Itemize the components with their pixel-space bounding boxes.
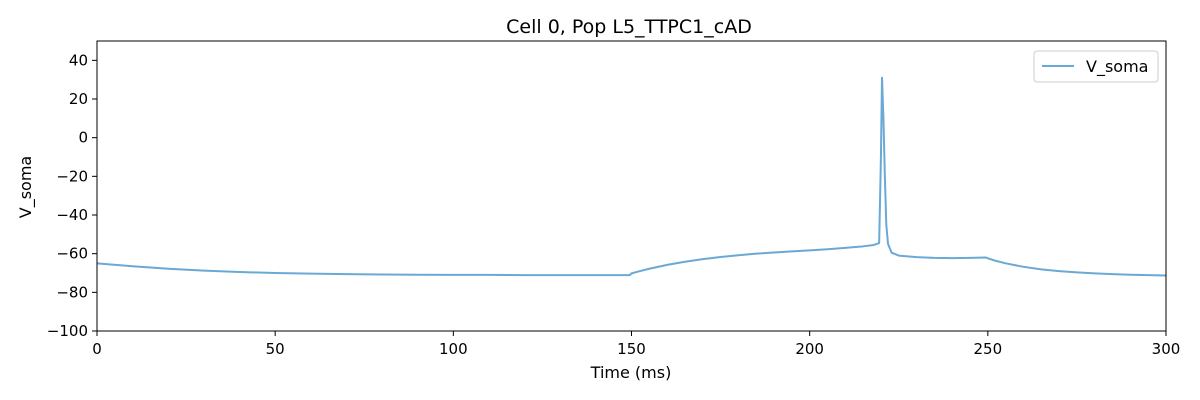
x-tick-label: 250 [974, 340, 1003, 358]
axes-frame [96, 40, 1167, 332]
chart-title: Cell 0, Pop L5_TTPC1_cAD [506, 16, 752, 38]
y-tick-label: 0 [78, 129, 88, 147]
y-axis-title: V_soma [16, 156, 36, 218]
y-tick-label: 20 [69, 90, 88, 108]
y-tick-label: −40 [56, 206, 88, 224]
legend: V_soma [1033, 50, 1159, 83]
legend-label: V_soma [1086, 57, 1148, 77]
y-tick-label: −20 [56, 167, 88, 185]
legend-frame [1033, 50, 1159, 83]
x-tick-label: 50 [266, 340, 285, 358]
y-tick-label: −100 [47, 322, 88, 340]
x-tick-label: 200 [795, 340, 824, 358]
x-tick-label: 300 [1152, 340, 1181, 358]
x-tick-label: 0 [92, 340, 102, 358]
y-tick-label: 40 [69, 51, 88, 69]
x-tick-label: 150 [617, 340, 646, 358]
x-axis-title: Time (ms) [590, 363, 672, 382]
y-tick-label: −80 [56, 283, 88, 301]
y-tick-label: −60 [56, 245, 88, 263]
series-line-V_soma [96, 76, 1167, 277]
plot-area: 0 50 100 150 200 250 300 −100 −80 −60 −40 −20 0 20 40 [47, 40, 1181, 358]
x-tick-label: 100 [439, 340, 468, 358]
